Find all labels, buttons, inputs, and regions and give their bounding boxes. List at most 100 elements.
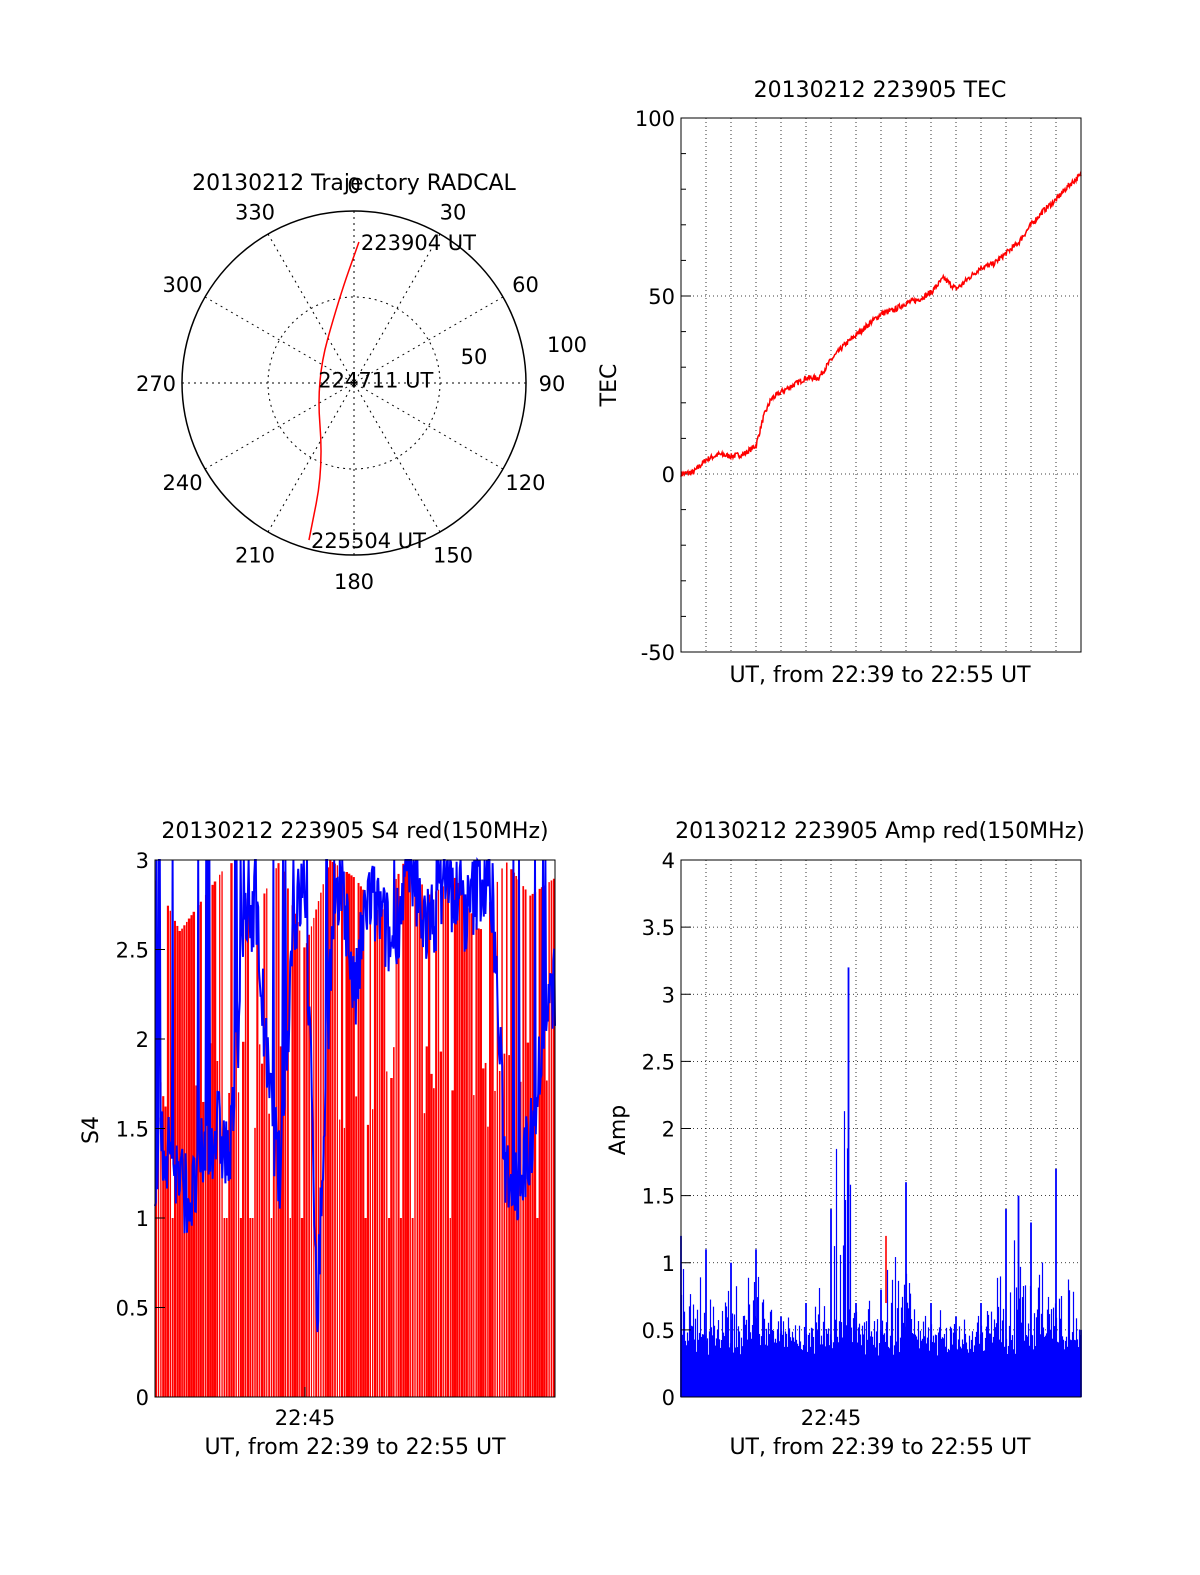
s4-red-bar — [489, 902, 492, 1397]
s4-red-bar — [331, 861, 334, 1397]
azimuth-label-210: 210 — [235, 543, 275, 567]
amp-red-bar — [885, 1235, 887, 1304]
s4-red-bar — [449, 1218, 451, 1397]
amp-blue-bar — [757, 1276, 760, 1397]
tec-title: 20130212 223905 TEC — [754, 78, 1007, 103]
s4-red-bar — [334, 863, 336, 1397]
amp-blue-bar — [849, 1184, 852, 1397]
s4-red-bar — [496, 881, 499, 1397]
azimuth-label-90: 90 — [539, 372, 566, 396]
s4-red-bar — [494, 1090, 496, 1397]
s4-red-bar — [300, 1218, 304, 1397]
tec-plot-frame — [680, 117, 1082, 653]
amp-blue-bar — [769, 1311, 772, 1397]
s4-red-bar — [402, 863, 405, 1397]
amp-blue-bar — [753, 1281, 756, 1397]
amp-blue-bar — [846, 1148, 849, 1397]
s4-red-bar — [451, 1090, 454, 1397]
tec-y-tick-100: 100 — [635, 107, 675, 131]
s4-red-bar — [430, 1073, 433, 1397]
amp-blue-bar — [890, 1302, 893, 1397]
amp-blue-bar — [908, 1283, 911, 1397]
amp-blue-bar — [987, 1314, 990, 1397]
s4-red-bar — [510, 869, 513, 1397]
amp-blue-bar — [696, 1309, 699, 1397]
amp-blue-bar — [1040, 1313, 1043, 1397]
azimuth-label-330: 330 — [235, 201, 275, 225]
s4-y-axis-label: S4 — [79, 1116, 104, 1144]
s4-red-bar — [202, 1101, 205, 1397]
amp-blue-bar — [996, 1277, 999, 1397]
trajectory-annotation-0: 223904 UT — [361, 231, 476, 255]
amp-y-tick-3: 3 — [662, 983, 675, 1007]
amp-blue-bar — [725, 1306, 728, 1397]
s4-red-bar — [487, 1126, 489, 1397]
amp-blue-bar — [752, 1300, 755, 1397]
s4-red-bar — [357, 882, 360, 1397]
amp-blue-bar — [1024, 1285, 1027, 1397]
s4-red-bar — [508, 1055, 511, 1397]
s4-red-bar — [386, 1071, 388, 1397]
s4-x-tick-labels: 22:45 — [275, 1387, 336, 1430]
s4-red-bar — [162, 1096, 165, 1397]
amp-blue-bar — [761, 1302, 764, 1397]
s4-red-bar — [352, 877, 355, 1397]
amp-blue-bar — [1016, 1309, 1019, 1397]
s4-red-bar — [326, 867, 330, 1397]
s4-red-bar — [157, 1117, 160, 1397]
s4-red-bar — [538, 888, 541, 1397]
s4-red-bar — [482, 1068, 485, 1397]
azimuth-label-0: 0 — [347, 174, 360, 198]
s4-red-bar — [287, 888, 289, 1397]
amp-bars — [680, 967, 1082, 1397]
amp-blue-peak — [1005, 1209, 1007, 1397]
s4-red-bar — [190, 915, 193, 1397]
s4-red-bar — [442, 886, 444, 1397]
amp-blue-bar — [907, 1308, 910, 1397]
s4-red-bar — [279, 1046, 282, 1397]
s4-red-bar — [160, 1082, 162, 1397]
s4-red-bar — [397, 873, 400, 1397]
amp-blue-bar — [1013, 1240, 1016, 1397]
amp-blue-peak — [1017, 1195, 1020, 1397]
s4-red-bar — [254, 1127, 256, 1397]
amp-blue-bar — [1038, 1274, 1041, 1397]
s4-red-bar — [228, 1092, 231, 1397]
amp-blue-bar — [939, 1310, 942, 1397]
s4-red-bar — [223, 1218, 226, 1397]
s4-red-bar — [491, 895, 494, 1397]
tec-y-tick-labels: -50 0 50 100 — [635, 107, 675, 665]
azimuth-label-150: 150 — [433, 543, 473, 567]
s4-y-tick-0: 0 — [136, 1386, 149, 1410]
s4-red-bar — [362, 889, 365, 1397]
azimuth-label-30: 30 — [440, 201, 467, 225]
amp-blue-bar — [735, 1286, 738, 1397]
amp-blue-bar — [843, 1111, 846, 1397]
amp-blue-bar — [733, 1314, 736, 1397]
s4-blue-series — [154, 856, 556, 1333]
amp-blue-bar — [844, 1200, 847, 1397]
s4-red-bar — [244, 893, 247, 1397]
s4-red-bar — [340, 868, 344, 1397]
amp-y-tick-2.5: 2.5 — [642, 1050, 675, 1074]
amp-blue-peak — [847, 967, 850, 1397]
s4-red-bar — [393, 1047, 395, 1397]
s4-y-tick-1: 1 — [136, 1207, 149, 1231]
polar-grid — [181, 210, 527, 556]
s4-red-bar — [310, 926, 313, 1397]
amp-blue-peak — [1055, 1168, 1057, 1397]
s4-x-tick-0: 22:45 — [275, 1406, 336, 1430]
s4-red-bar — [305, 943, 308, 1397]
amp-y-tick-2: 2 — [662, 1118, 675, 1142]
s4-red-bar — [390, 1078, 393, 1397]
amp-blue-bar — [756, 1297, 759, 1397]
s4-red-bar — [281, 871, 285, 1397]
s4-red-bar — [324, 1059, 327, 1397]
s4-red-bar — [439, 1051, 443, 1397]
amp-blue-bar — [762, 1299, 765, 1397]
amp-blue-bar — [814, 1306, 817, 1397]
amp-blue-bar — [1072, 1291, 1075, 1397]
amp-blue-bar — [743, 1315, 746, 1397]
amp-blue-bar — [896, 1308, 899, 1397]
s4-y-tick-3: 3 — [136, 849, 149, 873]
